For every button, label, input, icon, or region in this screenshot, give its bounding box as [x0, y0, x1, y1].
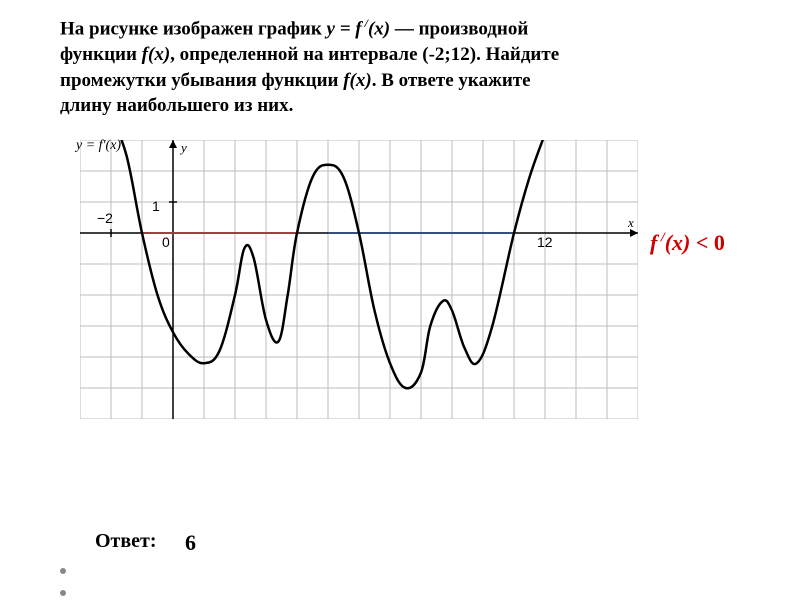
problem-fx2: f(x): [343, 70, 371, 91]
ineq-sup: /: [657, 231, 664, 246]
chart-svg: yx: [80, 140, 638, 419]
ineq-op: <: [690, 230, 714, 255]
ineq-rhs: 0: [714, 230, 725, 255]
problem-t4: длину наибольшего из них.: [60, 95, 293, 116]
svg-text:x: x: [627, 215, 634, 230]
problem-t2c: , определенной на интервале: [170, 44, 422, 65]
tick-twelve: 12: [537, 234, 553, 250]
problem-y: y = f: [327, 18, 362, 39]
answer-value: 6: [185, 530, 196, 556]
derivative-chart: yx y = f'(x) −2 1 0 12: [80, 140, 640, 420]
tick-zero: 0: [162, 234, 170, 250]
problem-t1: На рисунке изображен график: [60, 18, 327, 39]
bullet-decor-1: [60, 568, 66, 574]
tick-neg2: −2: [97, 210, 113, 226]
problem-t1d: — производной: [390, 18, 528, 39]
inequality: f /(x) < 0: [650, 230, 725, 256]
problem-fx: f(x): [142, 44, 170, 65]
bullet-decor-2: [60, 590, 66, 596]
ineq-lhs-b: (x): [665, 230, 691, 255]
problem-statement: На рисунке изображен график y = f /(x) —…: [60, 15, 700, 119]
problem-t3: промежутки убывания функции: [60, 70, 343, 91]
problem-x: (x): [368, 18, 390, 39]
problem-interval: (-2;12): [422, 44, 476, 65]
svg-text:y: y: [179, 140, 187, 155]
problem-t3c: . В ответе укажите: [372, 70, 531, 91]
tick-one: 1: [152, 198, 160, 214]
problem-t2e: . Найдите: [476, 44, 559, 65]
problem-t2a: функции: [60, 44, 142, 65]
fn-label: y = f'(x): [76, 138, 121, 154]
answer-label: Ответ:: [95, 530, 157, 553]
